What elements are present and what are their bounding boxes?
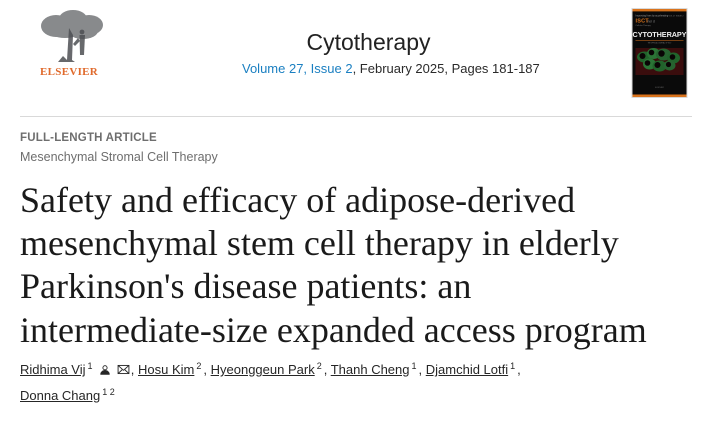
svg-text:Cellular Therapy: Cellular Therapy: [636, 24, 652, 27]
svg-text:Improving lives by acceleratin: Improving lives by accelerating: [636, 15, 669, 18]
svg-text:ELSEVIER: ELSEVIER: [655, 87, 664, 89]
svg-text:VOL 27 ISSUE 2: VOL 27 ISSUE 2: [669, 16, 685, 18]
svg-text:CYTOTHERAPY: CYTOTHERAPY: [633, 30, 687, 39]
svg-text:ner d: ner d: [648, 20, 655, 24]
